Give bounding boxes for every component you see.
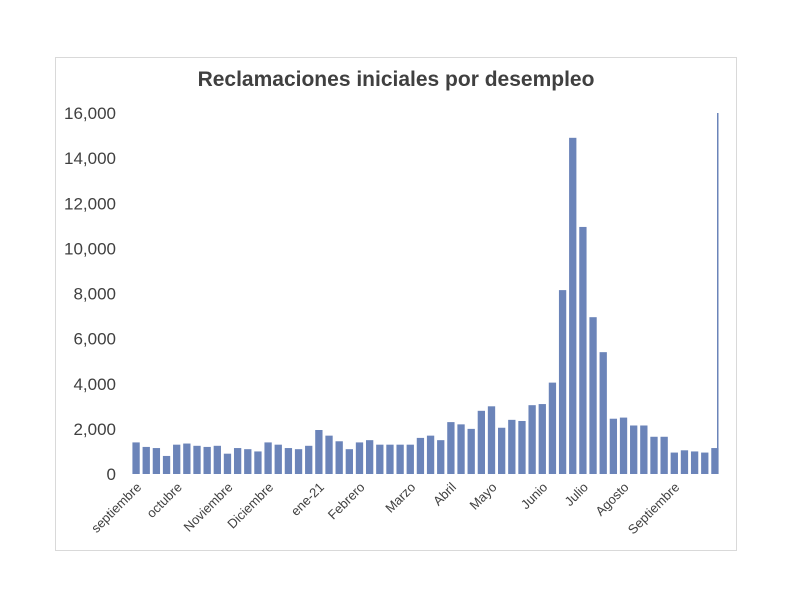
x-tick-label: Marzo bbox=[382, 480, 418, 516]
chart-bar bbox=[173, 444, 181, 474]
chart-bar bbox=[406, 444, 414, 474]
chart-bar bbox=[701, 452, 709, 474]
chart-bar bbox=[609, 418, 618, 474]
chart-bar bbox=[233, 448, 242, 474]
chart-bar bbox=[630, 425, 638, 474]
chart-bar bbox=[670, 452, 678, 474]
chart-bar bbox=[355, 442, 364, 474]
x-tick-label: ene-21 bbox=[288, 480, 327, 519]
chart-bar bbox=[650, 436, 658, 474]
y-tick-label: 0 bbox=[107, 465, 116, 484]
chart-bar bbox=[467, 428, 475, 475]
x-tick-label: Mayo bbox=[467, 480, 500, 513]
chart-bar bbox=[498, 427, 506, 474]
chart-bar bbox=[132, 442, 140, 474]
y-tick-label: 8,000 bbox=[73, 285, 116, 304]
chart-bar bbox=[335, 441, 343, 474]
y-tick-label: 16,000 bbox=[64, 104, 116, 123]
chart-bar-extra bbox=[717, 113, 719, 474]
chart-bar bbox=[315, 430, 323, 474]
chart-bar bbox=[660, 436, 668, 474]
chart-bar bbox=[264, 442, 272, 474]
chart-bar bbox=[365, 440, 374, 474]
x-tick-label: Julio bbox=[562, 480, 592, 510]
x-tick-label: Junio bbox=[518, 480, 551, 513]
chart-bar bbox=[447, 422, 455, 474]
x-tick-label: Abril bbox=[430, 479, 459, 508]
chart-bar bbox=[254, 451, 262, 474]
chart-title: Reclamaciones iniciales por desempleo bbox=[197, 68, 595, 91]
chart-bar bbox=[294, 449, 303, 474]
chart-bar bbox=[274, 444, 282, 474]
chart-bar bbox=[640, 425, 648, 474]
chart-bar bbox=[457, 424, 465, 474]
chart-bar bbox=[711, 448, 719, 474]
chart-bar bbox=[223, 453, 232, 474]
x-tick-label: Febrero bbox=[325, 480, 368, 523]
x-tick-label: octubre bbox=[144, 480, 185, 521]
y-tick-label: 6,000 bbox=[73, 330, 116, 349]
chart-bar bbox=[426, 435, 435, 474]
chart-bar bbox=[538, 404, 546, 474]
x-tick-label: Septiembre bbox=[625, 480, 683, 538]
chart-bar bbox=[579, 226, 587, 474]
chart-bar bbox=[203, 446, 211, 474]
chart-bar bbox=[325, 435, 333, 474]
x-tick-label: septiembre bbox=[88, 480, 144, 536]
chart-bar bbox=[345, 449, 353, 474]
chart-bar bbox=[518, 420, 526, 474]
chart-bar bbox=[386, 444, 394, 474]
y-tick-label: 4,000 bbox=[73, 375, 116, 394]
chart-bar bbox=[142, 446, 150, 474]
y-tick-label: 2,000 bbox=[73, 420, 116, 439]
chart-bar bbox=[548, 382, 557, 474]
chart-bar bbox=[437, 440, 445, 474]
chart-bar bbox=[528, 405, 536, 474]
chart-bar bbox=[152, 448, 161, 474]
chart-bar bbox=[508, 419, 516, 474]
chart-bar bbox=[690, 451, 699, 474]
chart-bar bbox=[619, 417, 628, 474]
chart-bar bbox=[162, 455, 171, 474]
chart-bar bbox=[193, 445, 201, 474]
chart-bar bbox=[305, 445, 313, 474]
chart-bar bbox=[416, 437, 425, 474]
y-tick-label: 12,000 bbox=[64, 194, 116, 213]
y-tick-label: 10,000 bbox=[64, 239, 116, 258]
chart-bar bbox=[589, 317, 597, 474]
y-tick-label: 14,000 bbox=[64, 149, 116, 168]
chart-bar bbox=[244, 449, 252, 474]
chart-bar bbox=[558, 290, 567, 474]
chart-bar bbox=[477, 410, 486, 474]
x-tick-label: Agosto bbox=[592, 480, 631, 519]
chart-bar bbox=[183, 443, 191, 474]
chart-bar bbox=[284, 448, 293, 474]
chart-bar bbox=[680, 450, 689, 474]
chart-bar bbox=[487, 406, 496, 474]
chart-bar bbox=[599, 352, 607, 474]
x-tick-label: Noviembre bbox=[181, 480, 236, 535]
chart-bar bbox=[376, 444, 384, 474]
chart-bar bbox=[396, 444, 404, 474]
chart-bar bbox=[213, 445, 221, 474]
chart-bar bbox=[569, 137, 577, 474]
